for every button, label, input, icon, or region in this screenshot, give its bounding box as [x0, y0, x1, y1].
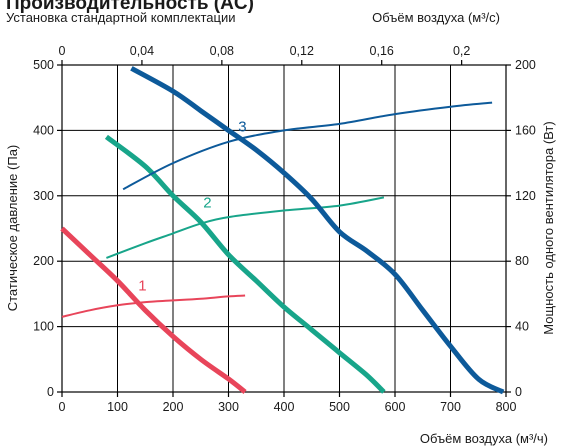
x2-tick-label: 0,12 [290, 44, 314, 58]
series-1-pressure-line [60, 226, 247, 394]
top-axis-title: Объём воздуха (м³/с) [372, 10, 500, 25]
y-tick-label: 200 [33, 254, 54, 268]
y-tick-label: 400 [33, 123, 54, 137]
y2-tick-label: 120 [515, 189, 536, 203]
chart-title: Производительность (AC) [6, 0, 254, 14]
curve-label-2: 2 [203, 195, 211, 212]
series-3-power-line [122, 101, 493, 191]
x-tick-label: 0 [59, 400, 66, 414]
y2-tick-label: 0 [515, 385, 522, 399]
x-tick-label: 400 [274, 400, 295, 414]
x-tick-label: 800 [496, 400, 517, 414]
x-tick-label: 100 [107, 400, 128, 414]
x-tick-label: 500 [329, 400, 350, 414]
x-tick-label: 300 [218, 400, 239, 414]
y-tick-label: 300 [33, 189, 54, 203]
series-3-pressure-line [130, 66, 505, 395]
series-lines [60, 66, 505, 395]
y-tick-label: 0 [47, 385, 54, 399]
y-tick-label: 500 [33, 58, 54, 72]
grid [61, 64, 507, 393]
curve-label-3: 3 [238, 119, 246, 136]
y2-tick-label: 40 [515, 320, 529, 334]
tick-labels: 0 100 200 300 400 500 600 700 800010020030040050… [33, 44, 536, 414]
series-2-power-line [106, 196, 385, 259]
y-tick-label: 100 [33, 320, 54, 334]
x-tick-label: 700 [440, 400, 461, 414]
curve-label-1: 1 [138, 278, 146, 295]
bottom-axis-title: Объём воздуха (м³/ч) [420, 431, 548, 446]
x2-tick-label: 0,04 [130, 44, 154, 58]
y2-tick-label: 200 [515, 58, 536, 72]
curve-labels: 1 2 3 [138, 119, 246, 295]
series-1-power-line [61, 294, 246, 318]
x-tick-label: 200 [163, 400, 184, 414]
y2-tick-label: 160 [515, 123, 536, 137]
y2-tick-label: 80 [515, 254, 529, 268]
x2-tick-label: 0,16 [370, 44, 394, 58]
right-axis-title: Мощность одного вентилятора (Вт) [541, 121, 556, 334]
x-tick-label: 600 [385, 400, 406, 414]
chart-subtitle: Установка стандартной комплектации [6, 10, 235, 25]
x2-tick-label: 0 [59, 44, 66, 58]
series-2-pressure-line [104, 134, 386, 394]
x2-tick-label: 0,2 [453, 44, 470, 58]
x2-tick-label: 0,08 [210, 44, 234, 58]
left-axis-title: Статическое давление (Па) [5, 145, 20, 312]
